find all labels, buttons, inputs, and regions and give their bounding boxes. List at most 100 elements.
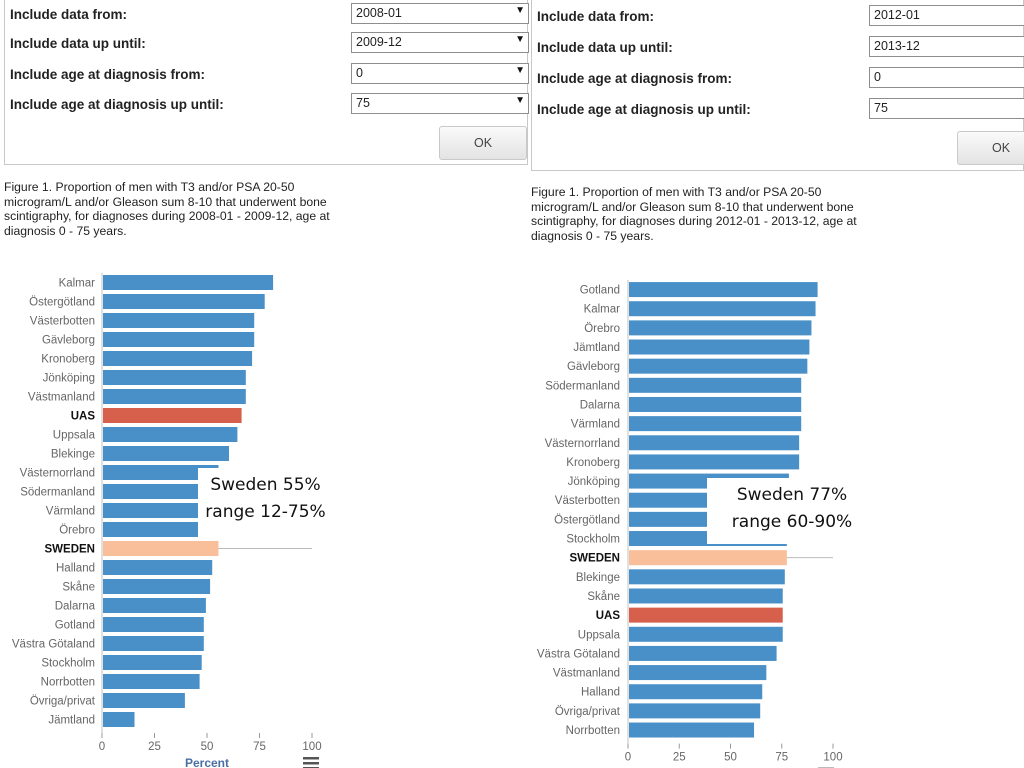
- category-label: Jämtland: [573, 342, 620, 354]
- bar-uas[interactable]: [103, 408, 242, 423]
- chevron-down-icon: ▼: [515, 5, 525, 16]
- from-label: Include data from:: [10, 7, 128, 22]
- from-select[interactable]: 2012-01: [869, 5, 1024, 26]
- age-from-select[interactable]: 0 ▼: [351, 63, 529, 84]
- x-tick-label: 25: [148, 741, 161, 753]
- x-tick-label: 25: [673, 752, 686, 764]
- bar-västmanland[interactable]: [629, 665, 767, 681]
- bar-västra-götaland[interactable]: [629, 645, 777, 661]
- category-label: Gotland: [580, 285, 620, 297]
- category-label: Blekinge: [51, 449, 95, 461]
- from-label: Include data from:: [537, 9, 655, 24]
- age-from-select[interactable]: 0: [869, 67, 1024, 88]
- bar-jämtland[interactable]: [629, 339, 810, 355]
- bar-övriga-privat[interactable]: [103, 693, 185, 708]
- category-label: Örebro: [584, 323, 620, 335]
- bar-gotland[interactable]: [103, 617, 204, 632]
- age-until-select[interactable]: 75: [869, 98, 1024, 119]
- bar-kalmar[interactable]: [103, 275, 274, 290]
- until-label: Include data up until:: [537, 40, 673, 55]
- x-axis-label: Percent: [185, 756, 229, 768]
- callout-line-2: range 12-75%: [205, 502, 326, 522]
- until-select[interactable]: 2009-12 ▼: [351, 32, 529, 53]
- category-label: Västernorrland: [20, 468, 95, 480]
- x-tick-label: 50: [201, 741, 214, 753]
- category-label: Jönköping: [43, 373, 95, 385]
- bar-västra-götaland[interactable]: [103, 636, 204, 651]
- bar-sweden[interactable]: [103, 541, 219, 556]
- category-label: Halland: [581, 687, 620, 699]
- bar-kronoberg[interactable]: [103, 351, 253, 366]
- age-until-select[interactable]: 75 ▼: [351, 93, 529, 114]
- category-label: Värmland: [571, 419, 620, 431]
- bar-värmland[interactable]: [629, 416, 802, 432]
- filter-row-from: Include data from: 2008-01 ▼: [5, 3, 529, 29]
- filter-row-from: Include data from: 2012-01: [532, 5, 1024, 31]
- bar-uppsala[interactable]: [629, 626, 783, 642]
- sweden-callout: Sweden 77% range 60-90%: [707, 478, 877, 544]
- category-label: Uppsala: [578, 629, 621, 641]
- bar-uas[interactable]: [629, 607, 783, 623]
- right-panel: Include data from: 2012-01 Include data …: [531, 0, 1024, 768]
- bar-skåne[interactable]: [103, 579, 211, 594]
- ok-button[interactable]: OK: [439, 126, 527, 160]
- bar-gotland[interactable]: [629, 282, 818, 298]
- filter-row-until: Include data up until: 2013-12: [532, 36, 1024, 62]
- category-label: Skåne: [62, 582, 95, 594]
- bar-dalarna[interactable]: [103, 598, 206, 613]
- bar-dalarna[interactable]: [629, 396, 802, 412]
- ok-button[interactable]: OK: [957, 131, 1024, 165]
- category-label: Västernorrland: [545, 438, 620, 450]
- bar-södermanland[interactable]: [629, 377, 802, 393]
- bar-kalmar[interactable]: [629, 301, 816, 317]
- bar-halland[interactable]: [629, 684, 763, 700]
- category-label: Jönköping: [568, 476, 620, 488]
- age-from-label: Include age at diagnosis from:: [537, 71, 733, 86]
- category-label: Halland: [56, 563, 95, 575]
- bar-norrbotten[interactable]: [103, 674, 200, 689]
- bar-chart-left: Kalmar Östergötland Västerbotten Gävleborg K…: [12, 273, 322, 768]
- age-from-value: 0: [874, 70, 881, 84]
- category-label: Norrbotten: [41, 677, 95, 689]
- bar-västmanland[interactable]: [103, 389, 246, 404]
- bar-västernorrland[interactable]: [629, 435, 800, 451]
- bar-skåne[interactable]: [629, 588, 783, 604]
- bar-västerbotten[interactable]: [103, 313, 255, 328]
- category-label: Västmanland: [28, 392, 95, 404]
- bar-halland[interactable]: [103, 560, 213, 575]
- bar-östergötland[interactable]: [103, 294, 265, 309]
- from-select[interactable]: 2008-01 ▼: [351, 3, 529, 24]
- category-label: Västmanland: [553, 668, 620, 680]
- bar-värmland[interactable]: [103, 503, 219, 518]
- category-label: Övriga/privat: [555, 706, 621, 718]
- category-label: UAS: [596, 610, 621, 622]
- bar-örebro[interactable]: [103, 522, 219, 537]
- left-panel: Include data from: 2008-01 ▼ Include dat…: [4, 0, 529, 768]
- category-label: Västerbotten: [30, 316, 95, 328]
- category-label: Värmland: [46, 506, 95, 518]
- bar-övriga-privat[interactable]: [629, 703, 761, 719]
- bar-uppsala[interactable]: [103, 427, 238, 442]
- category-label: Gävleborg: [42, 335, 95, 347]
- category-label: Kalmar: [584, 304, 621, 316]
- chevron-down-icon: ▼: [515, 95, 525, 106]
- filter-form: Include data from: 2008-01 ▼ Include dat…: [4, 0, 529, 165]
- menu-icon[interactable]: [303, 757, 319, 768]
- bar-gävleborg[interactable]: [103, 332, 255, 347]
- bar-norrbotten[interactable]: [629, 722, 755, 738]
- bar-stockholm[interactable]: [103, 655, 202, 670]
- until-value: 2013-12: [874, 39, 920, 53]
- bar-kronoberg[interactable]: [629, 454, 800, 470]
- bar-jönköping[interactable]: [103, 370, 246, 385]
- bar-sweden[interactable]: [629, 550, 787, 566]
- bar-södermanland[interactable]: [103, 484, 219, 499]
- bar-örebro[interactable]: [629, 320, 812, 336]
- bar-blekinge[interactable]: [103, 446, 229, 461]
- bar-blekinge[interactable]: [629, 569, 785, 585]
- category-label: Dalarna: [55, 601, 96, 613]
- bar-gävleborg[interactable]: [629, 358, 808, 374]
- bar-jämtland[interactable]: [103, 712, 135, 727]
- bar-västernorrland[interactable]: [103, 465, 219, 480]
- category-label: Kalmar: [59, 278, 96, 290]
- until-select[interactable]: 2013-12: [869, 36, 1024, 57]
